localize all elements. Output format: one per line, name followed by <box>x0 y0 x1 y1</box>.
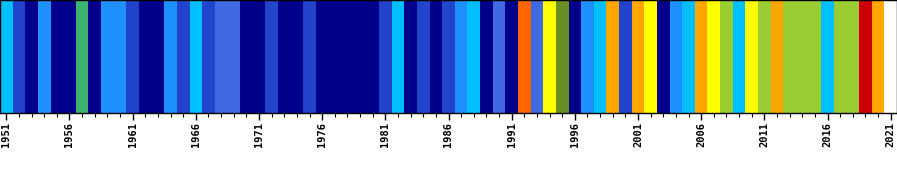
Bar <box>189 0 202 113</box>
Bar <box>278 0 291 113</box>
Bar <box>581 0 594 113</box>
Bar <box>733 0 745 113</box>
Bar <box>25 0 38 113</box>
Bar <box>771 0 783 113</box>
Bar <box>152 0 164 113</box>
Bar <box>467 0 480 113</box>
Bar <box>872 0 884 113</box>
Bar <box>13 0 25 113</box>
Bar <box>455 0 467 113</box>
Bar <box>126 0 139 113</box>
Bar <box>783 0 796 113</box>
Bar <box>63 0 76 113</box>
Bar <box>316 0 328 113</box>
Bar <box>480 0 492 113</box>
Bar <box>859 0 872 113</box>
Bar <box>796 0 808 113</box>
Bar <box>442 0 455 113</box>
Bar <box>518 0 531 113</box>
Bar <box>328 0 341 113</box>
Bar <box>847 0 859 113</box>
Bar <box>101 0 114 113</box>
Bar <box>683 0 695 113</box>
Bar <box>430 0 442 113</box>
Bar <box>76 0 89 113</box>
Bar <box>341 0 353 113</box>
Bar <box>669 0 683 113</box>
Bar <box>606 0 619 113</box>
Bar <box>164 0 177 113</box>
Bar <box>569 0 581 113</box>
Bar <box>834 0 847 113</box>
Bar <box>353 0 366 113</box>
Bar <box>708 0 720 113</box>
Bar <box>214 0 228 113</box>
Bar <box>202 0 214 113</box>
Bar <box>417 0 430 113</box>
Bar <box>745 0 758 113</box>
Bar <box>492 0 505 113</box>
Bar <box>240 0 253 113</box>
Bar <box>379 0 392 113</box>
Bar <box>758 0 771 113</box>
Bar <box>720 0 733 113</box>
Bar <box>695 0 708 113</box>
Bar <box>291 0 303 113</box>
Bar <box>114 0 126 113</box>
Bar <box>821 0 834 113</box>
Bar <box>139 0 152 113</box>
Bar <box>619 0 631 113</box>
Bar <box>631 0 644 113</box>
Bar <box>808 0 821 113</box>
Bar <box>644 0 657 113</box>
Bar <box>531 0 544 113</box>
Bar <box>556 0 569 113</box>
Bar <box>303 0 316 113</box>
Bar <box>544 0 556 113</box>
Bar <box>177 0 189 113</box>
Bar <box>253 0 266 113</box>
Bar <box>505 0 518 113</box>
Bar <box>50 0 63 113</box>
Bar <box>89 0 101 113</box>
Bar <box>0 0 13 113</box>
Bar <box>228 0 240 113</box>
Bar <box>366 0 379 113</box>
Bar <box>405 0 417 113</box>
Bar <box>594 0 606 113</box>
Bar <box>38 0 50 113</box>
Bar <box>392 0 405 113</box>
Bar <box>266 0 278 113</box>
Bar <box>657 0 669 113</box>
